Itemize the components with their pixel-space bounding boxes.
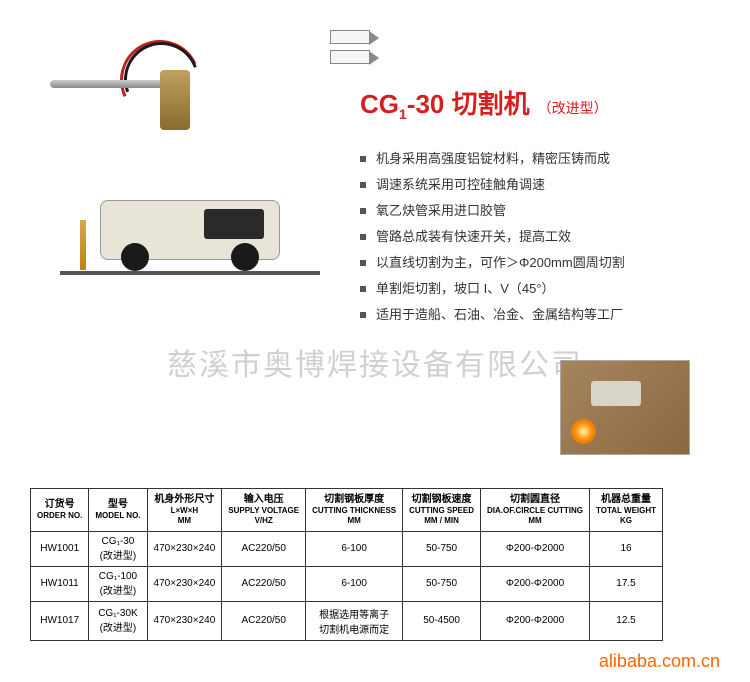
mini-machine (591, 381, 641, 406)
cell-order: HW1011 (31, 566, 89, 601)
feature-list: 机身采用高强度铝锭材料，精密压铸而成 调速系统采用可控硅触角调速 氧乙炔管采用进… (360, 146, 730, 328)
feature-item: 单割炬切割，坡口 I、V（45°） (360, 276, 730, 302)
cell-weight: 16 (590, 531, 663, 566)
control-panel (204, 209, 264, 239)
wheel-rear (231, 243, 259, 271)
col-voltage: 输入电压SUPPLY VOLTAGEV/HZ (222, 489, 306, 532)
groove-icons (330, 30, 730, 64)
title-variant: （改进型） (538, 98, 608, 118)
feature-item: 管路总成装有快速开关，提高工效 (360, 224, 730, 250)
wheel-front (121, 243, 149, 271)
cell-dia: Φ200-Φ2000 (481, 601, 590, 640)
cell-volt: AC220/50 (222, 566, 306, 601)
table-row: HW1011 CG₁-100(改进型) 470×230×240 AC220/50… (31, 566, 663, 601)
cell-order: HW1017 (31, 601, 89, 640)
title-sub: 1 (399, 106, 407, 122)
feature-item: 机身采用高强度铝锭材料，精密压铸而成 (360, 146, 730, 172)
cell-model: CG₁-30K(改进型) (89, 601, 147, 640)
feature-item: 适用于造船、石油、冶金、金属结构等工厂 (360, 302, 730, 328)
feature-item: 氧乙炔管采用进口胶管 (360, 198, 730, 224)
title-model: -30 切割机 (407, 89, 530, 119)
cell-speed: 50-4500 (403, 601, 481, 640)
cell-model: CG₁-30(改进型) (89, 531, 147, 566)
cell-volt: AC220/50 (222, 601, 306, 640)
cell-model: CG₁-100(改进型) (89, 566, 147, 601)
col-dimensions: 机身外形尺寸L×W×HMM (147, 489, 222, 532)
torch-head (160, 70, 190, 130)
col-circle-dia: 切割圆直径DIA.OF.CIRCLE CUTTINGMM (481, 489, 590, 532)
feature-item: 以直线切割为主，可作＞Φ200mm圆周切割 (360, 250, 730, 276)
cell-weight: 12.5 (590, 601, 663, 640)
table-row: HW1001 CG₁-30(改进型) 470×230×240 AC220/50 … (31, 531, 663, 566)
track-rail (60, 271, 320, 275)
top-section: CG1-30 切割机 （改进型） 机身采用高强度铝锭材料，精密压铸而成 调速系统… (0, 0, 750, 338)
table-row: HW1017 CG₁-30K(改进型) 470×230×240 AC220/50… (31, 601, 663, 640)
cell-dim: 470×230×240 (147, 566, 222, 601)
cell-volt: AC220/50 (222, 531, 306, 566)
cutting-spark (571, 419, 596, 444)
cell-dim: 470×230×240 (147, 601, 222, 640)
right-content: CG1-30 切割机 （改进型） 机身采用高强度铝锭材料，精密压铸而成 调速系统… (340, 30, 730, 328)
table-body: HW1001 CG₁-30(改进型) 470×230×240 AC220/50 … (31, 531, 663, 640)
groove-icon-v (330, 50, 370, 64)
cell-thick: 6-100 (306, 566, 403, 601)
cell-dia: Φ200-Φ2000 (481, 566, 590, 601)
cell-thick: 6-100 (306, 531, 403, 566)
cutting-nozzle (80, 220, 86, 270)
cell-speed: 50-750 (403, 531, 481, 566)
feature-item: 调速系统采用可控硅触角调速 (360, 172, 730, 198)
product-photo-main (20, 30, 340, 290)
col-weight: 机器总重量TOTAL WEIGHTKG (590, 489, 663, 532)
table-header-row: 订货号ORDER NO. 型号MODEL NO. 机身外形尺寸L×W×HMM 输… (31, 489, 663, 532)
title-prefix: CG (360, 89, 399, 119)
cell-speed: 50-750 (403, 566, 481, 601)
cell-order: HW1001 (31, 531, 89, 566)
col-thickness: 切割钢板厚度CUTTING THICKNESSMM (306, 489, 403, 532)
title-text: CG1-30 切割机 (360, 84, 530, 122)
col-model-no: 型号MODEL NO. (89, 489, 147, 532)
machine-body (100, 200, 280, 260)
footer-link[interactable]: alibaba.com.cn (599, 651, 720, 672)
groove-icon-i (330, 30, 370, 44)
col-speed: 切割钢板速度CUTTING SPEEDMM / MIN (403, 489, 481, 532)
product-title: CG1-30 切割机 （改进型） (360, 84, 730, 122)
product-photo-secondary (560, 360, 690, 455)
spec-table: 订货号ORDER NO. 型号MODEL NO. 机身外形尺寸L×W×HMM 输… (30, 488, 663, 641)
cell-dia: Φ200-Φ2000 (481, 531, 590, 566)
cell-dim: 470×230×240 (147, 531, 222, 566)
cell-weight: 17.5 (590, 566, 663, 601)
col-order-no: 订货号ORDER NO. (31, 489, 89, 532)
cell-thick: 根据选用等离子切割机电源而定 (306, 601, 403, 640)
watermark-text: 慈溪市奥博焊接设备有限公司 (167, 340, 583, 384)
